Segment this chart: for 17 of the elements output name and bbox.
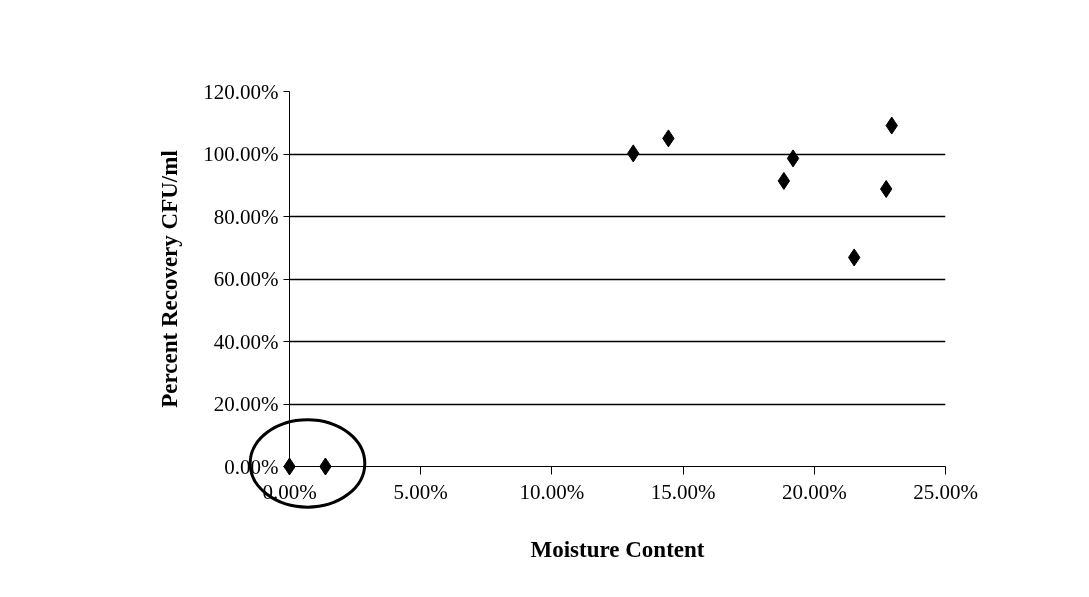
- y-axis-title: Percent Recovery CFU/ml: [157, 150, 183, 408]
- point: [786, 149, 800, 168]
- y-tick-label: 40.00%: [213, 329, 279, 354]
- y-tick-label: 20.00%: [213, 392, 279, 416]
- x-tick-label: 25.00%: [913, 479, 978, 504]
- y-tick-label: 60.00%: [213, 267, 279, 291]
- x-tick-label: 10.00%: [519, 479, 585, 504]
- y-tick-label: 80.00%: [213, 204, 279, 229]
- y-tick-label: 100.00%: [203, 142, 279, 166]
- x-tick-label: 15.00%: [650, 479, 716, 504]
- x-tick-label: 0.00%: [262, 479, 317, 504]
- x-axis-title: Moisture Content: [530, 536, 705, 562]
- y-tick-label: 120.00%: [203, 79, 279, 104]
- x-tick-label: 20.00%: [781, 479, 847, 504]
- x-tick-label: 5.00%: [393, 479, 448, 504]
- point: [880, 180, 893, 198]
- point: [777, 171, 791, 190]
